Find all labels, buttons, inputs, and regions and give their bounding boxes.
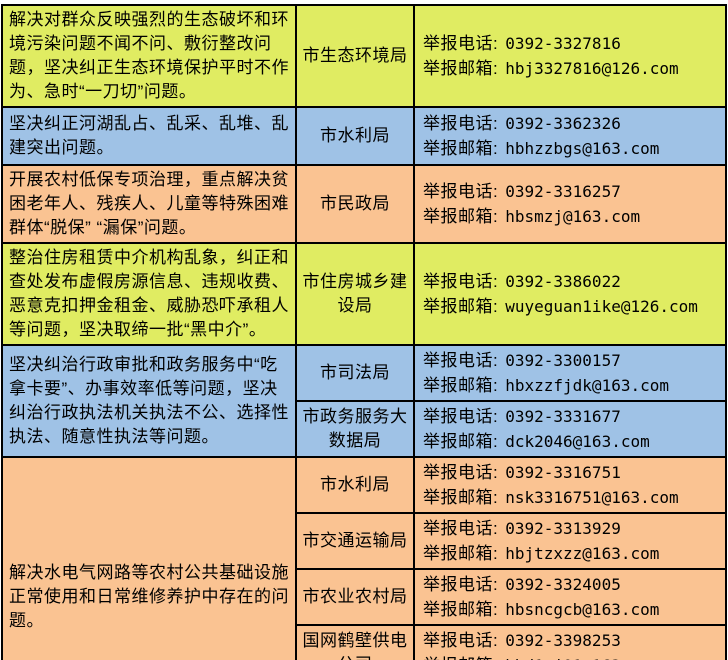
phone-number: 0392-3362326: [505, 114, 621, 133]
contact-cell: 举报电话: 0392-3386022 举报邮箱: wuyeguan1ike@126.…: [413, 242, 727, 346]
report-email-label: 举报邮箱:: [423, 432, 499, 451]
report-hotline-table: 解决对群众反映强烈的生态破坏和环境污染问题不闻不问、敷衍整改问题，坚决纠正生态环…: [1, 4, 727, 660]
phone-number: 0392-3324005: [505, 575, 621, 594]
contact-cell: 举报电话: 0392-3316257 举报邮箱: hbsmzj@163.com: [413, 164, 727, 244]
contact-cell: 举报电话: 0392-3398253 举报邮箱: hbd1_j01@163.com: [413, 624, 727, 660]
department-cell: 市生态环境局: [295, 4, 415, 108]
phone-line: 举报电话: 0392-3300157: [423, 348, 717, 373]
contact-cell: 举报电话: 0392-3362326 举报邮箱: hbhzzbgs@163.com: [413, 106, 727, 166]
phone-number: 0392-3313929: [505, 519, 621, 538]
report-email-label: 举报邮箱:: [423, 600, 499, 619]
email-line: 举报邮箱: hbj3327816@126.com: [423, 56, 717, 81]
phone-number: 0392-3386022: [505, 272, 621, 291]
phone-line: 举报电话: 0392-3386022: [423, 269, 717, 294]
table-row: 开展农村低保专项治理，重点解决贫困老年人、残疾人、儿童等特殊困难群体“脱保” “…: [1, 164, 727, 244]
phone-number: 0392-3398253: [505, 631, 621, 650]
problem-cell: 坚决纠正河湖乱占、乱采、乱堆、乱建突出问题。: [1, 106, 297, 166]
problem-cell: 开展农村低保专项治理，重点解决贫困老年人、残疾人、儿童等特殊困难群体“脱保” “…: [1, 164, 297, 244]
table-row: 坚决纠正河湖乱占、乱采、乱堆、乱建突出问题。 市水利局 举报电话: 0392-33…: [1, 106, 727, 166]
email-line: 举报邮箱: hbjtzxzz@163.com: [423, 541, 717, 566]
report-phone-label: 举报电话:: [423, 463, 499, 482]
email-address: hbjtzxzz@163.com: [505, 544, 660, 563]
table-row: 市农业农村局 举报电话: 0392-3324005 举报邮箱: hbsncgcb@1…: [2, 568, 727, 626]
report-phone-label: 举报电话:: [423, 114, 499, 133]
email-address: hbsmzj@163.com: [505, 207, 641, 226]
report-phone-label: 举报电话:: [423, 34, 499, 53]
contact-cell: 举报电话: 0392-3316751 举报邮箱: nsk3316751@163.co…: [413, 456, 727, 514]
email-line: 举报邮箱: wuyeguan1ike@126.com: [423, 294, 717, 319]
report-phone-label: 举报电话:: [423, 351, 499, 370]
report-email-label: 举报邮箱:: [423, 139, 499, 158]
report-phone-label: 举报电话:: [423, 575, 499, 594]
phone-number: 0392-3300157: [505, 351, 621, 370]
report-email-label: 举报邮箱:: [423, 656, 498, 660]
phone-line: 举报电话: 0392-3316257: [423, 179, 717, 204]
phone-number: 0392-3316751: [505, 463, 621, 482]
report-email-label: 举报邮箱:: [423, 207, 499, 226]
email-line: 举报邮箱: hbxzzfjdk@163.com: [423, 373, 717, 398]
email-line: 举报邮箱: hbsmzj@163.com: [423, 204, 717, 229]
contact-cell: 举报电话: 0392-3327816 举报邮箱: hbj3327816@126.co…: [413, 4, 727, 108]
table-row: 整治住房租赁中介机构乱象，纠正和查处发布虚假房源信息、违规收费、恶意克扣押金租金…: [1, 242, 727, 346]
problem-cell: 坚决纠治行政审批和政务服务中“吃拿卡要”、办事效率低等问题，坚决纠治行政执法机关…: [1, 344, 297, 458]
report-email-label: 举报邮箱:: [423, 59, 499, 78]
email-line: 举报邮箱: dck2046@163.com: [423, 429, 717, 454]
department-cell: 国网鹤壁供电公司: [295, 624, 415, 660]
department-cell: 市司法局: [295, 344, 415, 402]
report-phone-label: 举报电话:: [423, 631, 499, 650]
email-address: nsk3316751@163.com: [505, 488, 679, 507]
contact-cell: 举报电话: 0392-3300157 举报邮箱: hbxzzfjdk@163.com: [413, 344, 727, 402]
report-email-label: 举报邮箱:: [423, 376, 499, 395]
department-cell: 市农业农村局: [295, 568, 415, 626]
problem-cell: 解决对群众反映强烈的生态破坏和环境污染问题不闻不问、敷衍整改问题，坚决纠正生态环…: [1, 4, 297, 108]
department-cell: 市交通运输局: [295, 512, 415, 570]
department-cell: 市政务服务大数据局: [295, 400, 415, 458]
department-cell: 市住房城乡建设局: [295, 242, 415, 346]
email-line: 举报邮箱: hbsncgcb@163.com: [423, 597, 717, 622]
email-address: dck2046@163.com: [505, 432, 650, 451]
phone-number: 0392-3316257: [505, 182, 621, 201]
email-line: 举报邮箱: nsk3316751@163.com: [423, 485, 717, 510]
table-row: 国网鹤壁供电公司 举报电话: 0392-3398253 举报邮箱: hbd1_j01…: [2, 624, 727, 660]
email-line: 举报邮箱: hbd1_j01@163.com: [423, 653, 717, 660]
problem-cell: 解决水电气网路等农村公共基础设施正常使用和日常维修养护中存在的问题。: [1, 456, 297, 660]
report-email-label: 举报邮箱:: [423, 297, 499, 316]
contact-cell: 举报电话: 0392-3331677 举报邮箱: dck2046@163.com: [413, 400, 727, 458]
table-row: 坚决纠治行政审批和政务服务中“吃拿卡要”、办事效率低等问题，坚决纠治行政执法机关…: [1, 344, 727, 458]
table-row: 解决水电气网路等农村公共基础设施正常使用和日常维修养护中存在的问题。 市水利局 …: [1, 456, 727, 660]
phone-number: 0392-3331677: [505, 407, 621, 426]
table-row: 解决对群众反映强烈的生态破坏和环境污染问题不闻不问、敷衍整改问题，坚决纠正生态环…: [1, 4, 727, 108]
phone-line: 举报电话: 0392-3316751: [423, 460, 717, 485]
report-email-label: 举报邮箱:: [423, 488, 499, 507]
contact-cell: 举报电话: 0392-3313929 举报邮箱: hbjtzxzz@163.com: [413, 512, 727, 570]
department-cell: 市水利局: [295, 456, 415, 514]
report-phone-label: 举报电话:: [423, 182, 499, 201]
phone-line: 举报电话: 0392-3398253: [423, 628, 717, 653]
phone-line: 举报电话: 0392-3362326: [423, 111, 717, 136]
table-row: 市交通运输局 举报电话: 0392-3313929 举报邮箱: hbjtzxzz@1…: [2, 512, 727, 570]
phone-line: 举报电话: 0392-3313929: [423, 516, 717, 541]
contact-cell: 举报电话: 0392-3324005 举报邮箱: hbsncgcb@163.com: [413, 568, 727, 626]
phone-number: 0392-3327816: [505, 34, 621, 53]
email-address: hbsncgcb@163.com: [505, 600, 660, 619]
problem-cell: 整治住房租赁中介机构乱象，纠正和查处发布虚假房源信息、违规收费、恶意克扣押金租金…: [1, 242, 297, 346]
email-line: 举报邮箱: hbhzzbgs@163.com: [423, 136, 717, 161]
report-phone-label: 举报电话:: [423, 272, 499, 291]
report-phone-label: 举报电话:: [423, 519, 499, 538]
phone-line: 举报电话: 0392-3327816: [423, 31, 717, 56]
email-address: hbd1_j01@163.com: [505, 656, 659, 660]
report-email-label: 举报邮箱:: [423, 544, 499, 563]
email-address: hbj3327816@126.com: [505, 59, 679, 78]
email-address: hbxzzfjdk@163.com: [505, 376, 669, 395]
table-row: 市政务服务大数据局 举报电话: 0392-3331677 举报邮箱: dck2046…: [2, 400, 727, 458]
phone-line: 举报电话: 0392-3331677: [423, 404, 717, 429]
department-cell: 市民政局: [295, 164, 415, 244]
email-address: wuyeguan1ike@126.com: [505, 297, 698, 316]
report-phone-label: 举报电话:: [423, 407, 499, 426]
department-cell: 市水利局: [295, 106, 415, 166]
email-address: hbhzzbgs@163.com: [505, 139, 660, 158]
phone-line: 举报电话: 0392-3324005: [423, 572, 717, 597]
